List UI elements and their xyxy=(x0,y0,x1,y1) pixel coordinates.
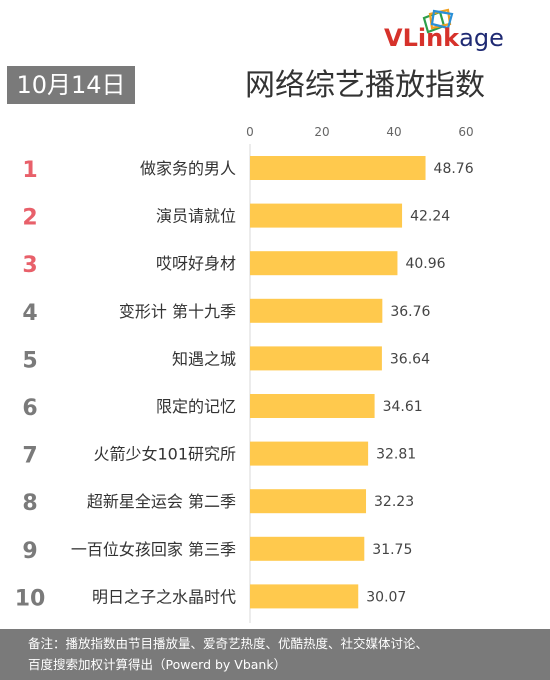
value-label: 30.07 xyxy=(366,589,406,605)
rank-label: 7 xyxy=(22,444,37,469)
value-label: 40.96 xyxy=(405,256,445,272)
bar xyxy=(250,298,383,323)
x-tick-label: 60 xyxy=(458,125,473,139)
category-label: 限定的记忆 xyxy=(156,397,236,416)
rank-label: 4 xyxy=(22,301,37,326)
value-label: 31.75 xyxy=(372,542,412,558)
rank-label: 5 xyxy=(22,348,37,373)
rank-label: 3 xyxy=(22,253,37,278)
value-label: 32.23 xyxy=(374,494,414,510)
rank-label: 8 xyxy=(22,491,37,516)
category-label: 知遇之城 xyxy=(172,349,236,368)
rank-label: 6 xyxy=(22,396,37,421)
category-label: 做家务的男人 xyxy=(140,159,236,178)
bar xyxy=(250,441,369,466)
date-badge: 10月14日 xyxy=(7,66,135,104)
category-label: 超新星全运会 第二季 xyxy=(87,492,236,511)
logo-text: VLinkage xyxy=(384,24,504,52)
bar xyxy=(250,203,403,228)
category-label: 一百位女孩回家 第三季 xyxy=(71,540,236,559)
value-label: 36.76 xyxy=(390,304,430,320)
bar xyxy=(250,584,359,609)
frames-icon xyxy=(422,8,454,34)
bar xyxy=(250,156,426,180)
logo-text-age: age xyxy=(459,24,504,52)
x-tick-label: 40 xyxy=(386,125,401,139)
bar xyxy=(250,536,365,561)
rank-label: 10 xyxy=(15,586,46,611)
logo-text-vlink: VLink xyxy=(384,24,460,52)
rank-label: 9 xyxy=(22,539,37,564)
rank-label: 2 xyxy=(22,206,37,231)
vlinkage-logo: VLinkage xyxy=(384,6,534,52)
category-label: 哎呀好身材 xyxy=(156,254,236,273)
bar xyxy=(250,346,382,371)
category-label: 演员请就位 xyxy=(156,207,236,226)
x-tick-label: 0 xyxy=(246,125,254,139)
value-label: 32.81 xyxy=(376,447,416,463)
bar xyxy=(250,394,375,418)
x-tick-label: 20 xyxy=(314,125,329,139)
bar xyxy=(250,489,367,514)
value-label: 48.76 xyxy=(434,161,474,177)
category-label: 变形计 第十九季 xyxy=(119,302,236,321)
footer-line-2: 百度搜索加权计算得出（Powerd by Vbank） xyxy=(28,657,287,672)
bar-chart: 0 20 40 60 1 做家务的男人 48.76 2 演员请就位 42.24 3 哎呀好身材 40.9… xyxy=(15,125,474,623)
rank-label: 1 xyxy=(22,158,37,183)
value-label: 36.64 xyxy=(390,351,430,367)
footer-note: 备注：播放指数由节目播放量、爱奇艺热度、优酷热度、社交媒体讨论、 百度搜索加权计… xyxy=(0,629,550,680)
value-label: 42.24 xyxy=(410,209,450,225)
value-label: 34.61 xyxy=(383,399,423,415)
footer-line-1: 备注：播放指数由节目播放量、爱奇艺热度、优酷热度、社交媒体讨论、 xyxy=(28,636,429,651)
category-label: 明日之子之水晶时代 xyxy=(92,587,236,606)
chart-title: 网络综艺播放指数 xyxy=(245,68,485,103)
category-label: 火箭少女101研究所 xyxy=(93,445,236,464)
bar xyxy=(250,251,398,276)
